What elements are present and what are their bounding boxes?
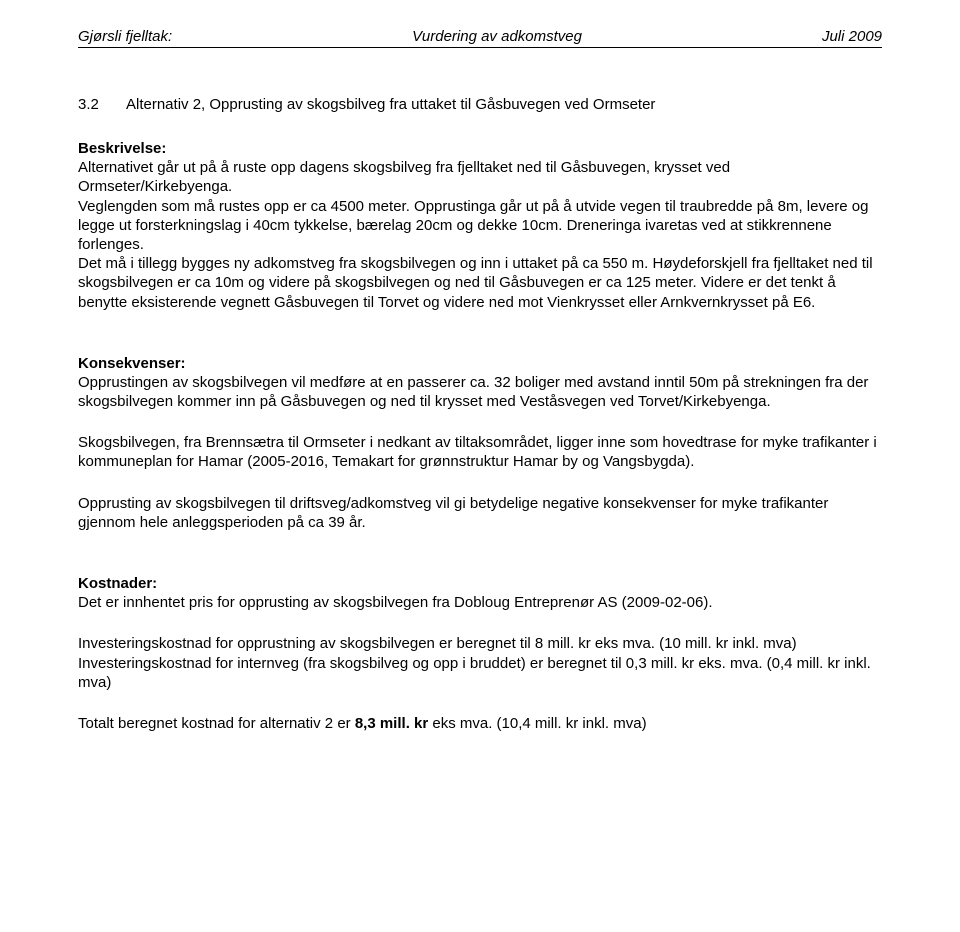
page: Gjørsli fjelltak: Vurdering av adkomstve… [0, 0, 960, 733]
kostnader-block: Kostnader: Det er innhentet pris for opp… [78, 574, 882, 733]
header-center: Vurdering av adkomstveg [412, 28, 582, 45]
kostnader-label: Kostnader: [78, 575, 157, 592]
beskrivelse-p3: Det må i tillegg bygges ny adkomstveg fr… [78, 255, 873, 310]
konsekvenser-block: Konsekvenser: Opprustingen av skogsbilve… [78, 354, 882, 532]
page-header: Gjørsli fjelltak: Vurdering av adkomstve… [78, 28, 882, 48]
header-right: Juli 2009 [822, 28, 882, 45]
total-pre: Totalt beregnet kostnad for alternativ 2… [78, 715, 355, 732]
beskrivelse-p2: Veglengden som må rustes opp er ca 4500 … [78, 198, 869, 253]
konsekvenser-p2: Skogsbilvegen, fra Brennsætra til Ormset… [78, 433, 882, 471]
konsekvenser-p1: Opprustingen av skogsbilvegen vil medfør… [78, 373, 882, 411]
beskrivelse-p1: Alternativet går ut på å ruste opp dagen… [78, 159, 730, 195]
section-number: 3.2 [78, 96, 126, 113]
konsekvenser-p3: Opprusting av skogsbilvegen til driftsve… [78, 494, 882, 532]
spacer [78, 336, 882, 354]
beskrivelse-block: Beskrivelse: Alternativet går ut på å ru… [78, 139, 882, 312]
section-heading: 3.2 Alternativ 2, Opprusting av skogsbil… [78, 96, 882, 113]
kostnader-total: Totalt beregnet kostnad for alternativ 2… [78, 714, 882, 733]
kostnader-p3: Investeringskostnad for internveg (fra s… [78, 654, 882, 692]
spacer [78, 556, 882, 574]
kostnader-p2: Investeringskostnad for opprustning av s… [78, 634, 882, 653]
beskrivelse-label: Beskrivelse: [78, 140, 166, 157]
header-left: Gjørsli fjelltak: [78, 28, 172, 45]
total-post: eks mva. (10,4 mill. kr inkl. mva) [428, 715, 646, 732]
section-title-text: Alternativ 2, Opprusting av skogsbilveg … [126, 96, 655, 113]
total-bold: 8,3 mill. kr [355, 715, 428, 732]
konsekvenser-label: Konsekvenser: [78, 355, 186, 372]
kostnader-p1: Det er innhentet pris for opprusting av … [78, 593, 882, 612]
